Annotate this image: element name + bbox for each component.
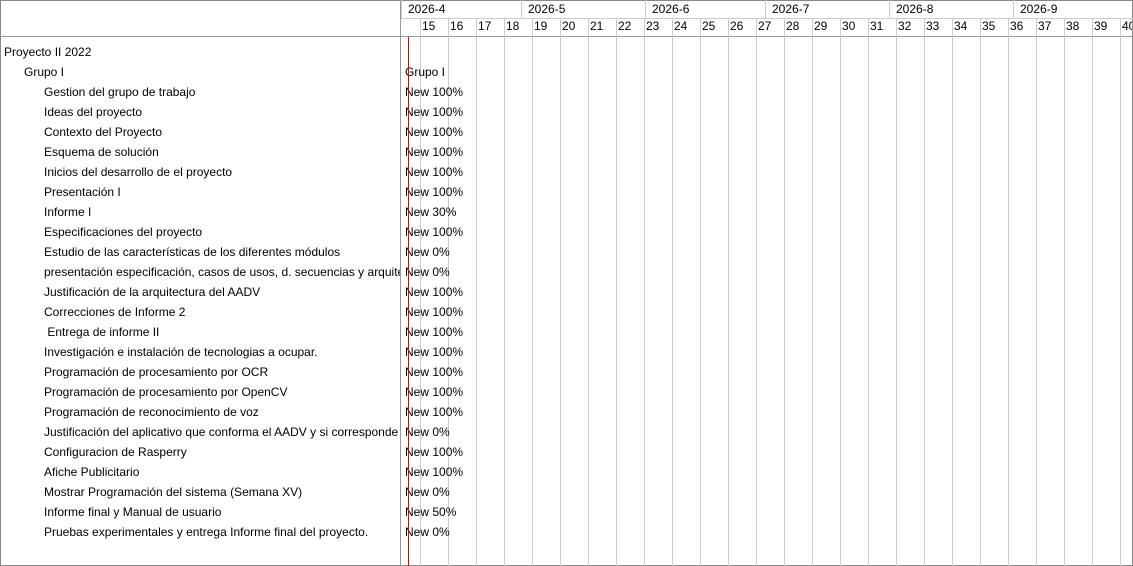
task-name: Justificación del aplicativo que conform…	[44, 425, 399, 439]
task-bar-label: New 100%	[405, 185, 463, 199]
task-name: Programación de reconocimiento de voz	[44, 405, 259, 419]
task-bar-label: New 100%	[405, 405, 463, 419]
month-label: 2026-9	[1020, 2, 1058, 16]
task-name: Contexto del Proyecto	[44, 125, 162, 139]
week-label: 32	[898, 19, 912, 33]
task-bar-label: New 100%	[405, 105, 463, 119]
week-label: 35	[982, 19, 996, 33]
week-label: 26	[730, 19, 744, 33]
week-label: 31	[870, 19, 884, 33]
week-label: 34	[954, 19, 968, 33]
task-name: Pruebas experimentales y entrega Informe…	[44, 525, 368, 539]
task-name: Programación de procesamiento por OCR	[44, 365, 268, 379]
week-label: 27	[758, 19, 772, 33]
task-bar-label: New 0%	[405, 425, 450, 439]
task-bar-label: New 100%	[405, 445, 463, 459]
task-bar-label: New 100%	[405, 285, 463, 299]
task-name: Estudio de las características de los di…	[44, 245, 340, 259]
week-label: 16	[450, 19, 464, 33]
month-label: 2026-6	[652, 2, 690, 16]
week-label: 39	[1094, 19, 1108, 33]
task-bar-label: New 100%	[405, 345, 463, 359]
task-bar-label: New 100%	[405, 145, 463, 159]
week-label: 23	[646, 19, 660, 33]
task-name: Configuracion de Rasperry	[44, 445, 187, 459]
group-name: Grupo I	[24, 65, 64, 79]
task-bar-label: New 100%	[405, 385, 463, 399]
timeline: 2026-4 2026-5 2026-6 2026-7 2026-8 2026-9 15 16…	[401, 0, 1133, 566]
task-bar-label: New 100%	[405, 305, 463, 319]
week-label: 17	[478, 19, 492, 33]
task-bar-label: New 100%	[405, 165, 463, 179]
month-label: 2026-4	[408, 2, 446, 16]
task-bar-label: New 100%	[405, 365, 463, 379]
month-label: 2026-7	[772, 2, 810, 16]
week-label: 20	[562, 19, 576, 33]
project-name: Proyecto II 2022	[4, 45, 92, 59]
task-name: Esquema de solución	[44, 145, 159, 159]
task-bar-label: New 0%	[405, 485, 450, 499]
month-label: 2026-5	[528, 2, 566, 16]
task-name: Inicios del desarrollo de el proyecto	[44, 165, 232, 179]
task-bar-label: New 50%	[405, 505, 457, 519]
week-label: 40	[1122, 19, 1133, 33]
task-bar-label: New 100%	[405, 125, 463, 139]
task-bar-label: New 100%	[405, 225, 463, 239]
task-bar-label: New 0%	[405, 525, 450, 539]
task-name: Entrega de informe II	[44, 325, 159, 339]
week-label: 29	[814, 19, 828, 33]
task-list: Proyecto II 2022 Grupo I Gestion del grupo…	[4, 45, 431, 539]
task-name: Afiche Publicitario	[44, 465, 140, 479]
task-name: Informe I	[44, 205, 91, 219]
task-name: Presentación I	[44, 185, 121, 199]
week-label: 21	[590, 19, 604, 33]
week-label: 18	[506, 19, 520, 33]
task-name: presentación especificación, casos de us…	[44, 265, 431, 279]
task-bar-label: New 30%	[405, 205, 457, 219]
group-bar-label: Grupo I	[405, 65, 445, 79]
task-name: Investigación e instalación de tecnologi…	[44, 345, 318, 359]
week-label: 37	[1038, 19, 1052, 33]
task-bar-label: New 100%	[405, 325, 463, 339]
week-label: 30	[842, 19, 856, 33]
task-name: Correcciones de Informe 2	[44, 305, 186, 319]
task-bar-label: New 0%	[405, 265, 450, 279]
task-name: Programación de procesamiento por OpenCV	[44, 385, 287, 399]
week-label: 24	[674, 19, 688, 33]
week-label: 28	[786, 19, 800, 33]
task-name: Gestion del grupo de trabajo	[44, 85, 196, 99]
week-label: 33	[926, 19, 940, 33]
task-bar-label: New 100%	[405, 85, 463, 99]
week-label: 19	[534, 19, 548, 33]
task-name: Mostrar Programación del sistema (Semana…	[44, 485, 302, 499]
week-label: 22	[618, 19, 632, 33]
task-bar-label: New 100%	[405, 465, 463, 479]
week-label: 25	[702, 19, 716, 33]
week-label: 38	[1066, 19, 1080, 33]
task-name: Ideas del proyecto	[44, 105, 142, 119]
task-name: Justificación de la arquitectura del AAD…	[44, 285, 260, 299]
week-label: 36	[1010, 19, 1024, 33]
month-label: 2026-8	[896, 2, 934, 16]
task-bar-label: New 0%	[405, 245, 450, 259]
task-name: Especificaciones del proyecto	[44, 225, 202, 239]
task-name: Informe final y Manual de usuario	[44, 505, 222, 519]
week-label: 15	[422, 19, 436, 33]
